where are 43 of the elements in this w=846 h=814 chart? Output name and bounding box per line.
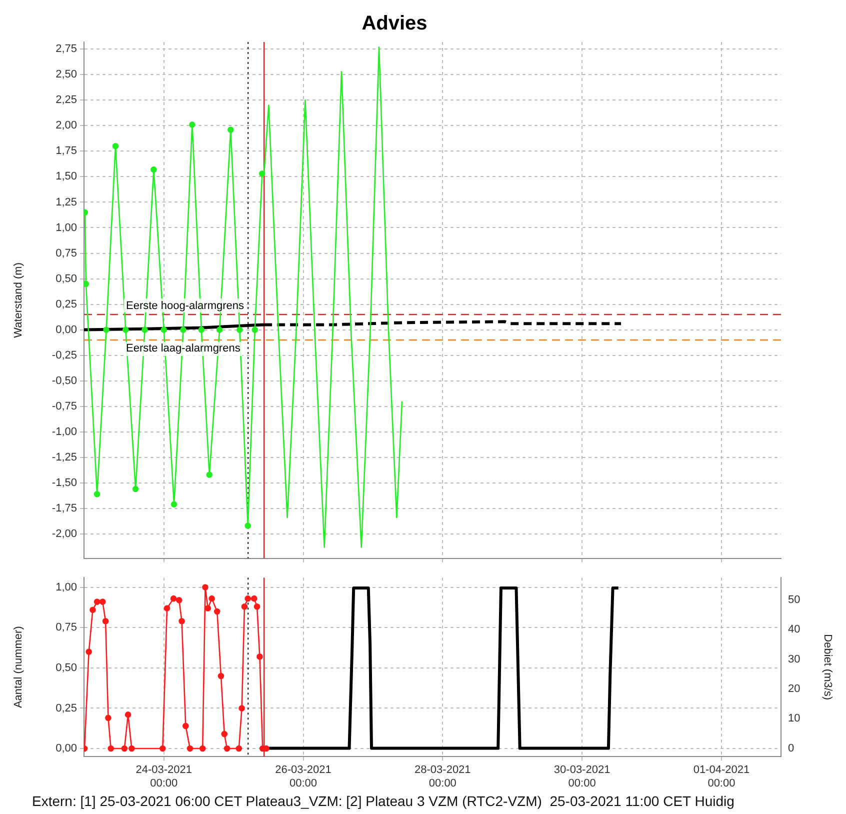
ref-line-label: Eerste hoog-alarmgrens [126,300,245,312]
y-tick-label: -1,25 [52,451,77,464]
y-tick-label: 0,75 [56,247,77,260]
y-tick-label: 1,75 [56,145,77,158]
y2-tick-label: 30 [788,653,800,666]
y-tick-label: 1,00 [56,222,77,234]
y2-tick-label: 0 [788,742,794,754]
y-tick-label: -1,50 [52,476,77,489]
chart-title: Advies [362,12,428,35]
y-tick-label: 1,00 [56,581,77,594]
y-tick-label: -0,25 [52,349,77,362]
y-tick-label: 2,50 [56,68,77,81]
y2-axis-title: Debiet (m3/s) [821,634,834,700]
y-tick-label: 2,00 [56,120,77,132]
x-tick-label: 28-03-2021 00:00 [414,764,471,790]
x-tick-label: 30-03-2021 00:00 [554,764,610,790]
y-tick-label: 2,25 [56,94,77,106]
y-tick-label: 0,00 [56,324,77,336]
y-tick-label: 0,25 [56,702,77,714]
y2-tick-label: 40 [788,624,800,636]
y-tick-label: -1,00 [52,426,77,438]
x-tick-label: 24-03-2021 00:00 [136,764,192,790]
y-tick-label: 2,75 [56,43,77,56]
y-tick-label: 1,25 [56,196,77,208]
y-tick-label: 0,00 [56,742,77,755]
y-tick-label: -0,50 [52,374,77,387]
y-tick-label: -1,75 [52,502,77,514]
y-axis-title: Waterstand (m) [12,262,25,338]
y2-tick-label: 50 [788,594,800,606]
y-tick-label: 0,50 [56,662,77,674]
x-tick-label: 26-03-2021 00:00 [275,764,332,790]
ref-line-label: Eerste laag-alarmgrens [126,342,241,355]
y-tick-label: 0,25 [56,298,77,310]
y2-tick-label: 10 [788,712,800,725]
y-tick-label: -2,00 [52,528,77,540]
y-tick-label: 0,75 [56,622,77,634]
y2-tick-label: 20 [788,682,800,695]
text: Extern: [1] 25-03-2021 06:00 CET Plateau3_VZM: [2] Plateau 3 VZM (RTC2-VZM) 25-03-2021 11:00 CET Huidig [32,793,736,809]
y-tick-label: 1,50 [56,170,77,183]
y-axis-title: Aantal (nummer) [12,626,25,708]
y-tick-label: 0,50 [56,272,77,285]
x-tick-label: 01-04-2021 00:00 [693,764,750,790]
y-tick-label: -0,75 [52,400,77,412]
